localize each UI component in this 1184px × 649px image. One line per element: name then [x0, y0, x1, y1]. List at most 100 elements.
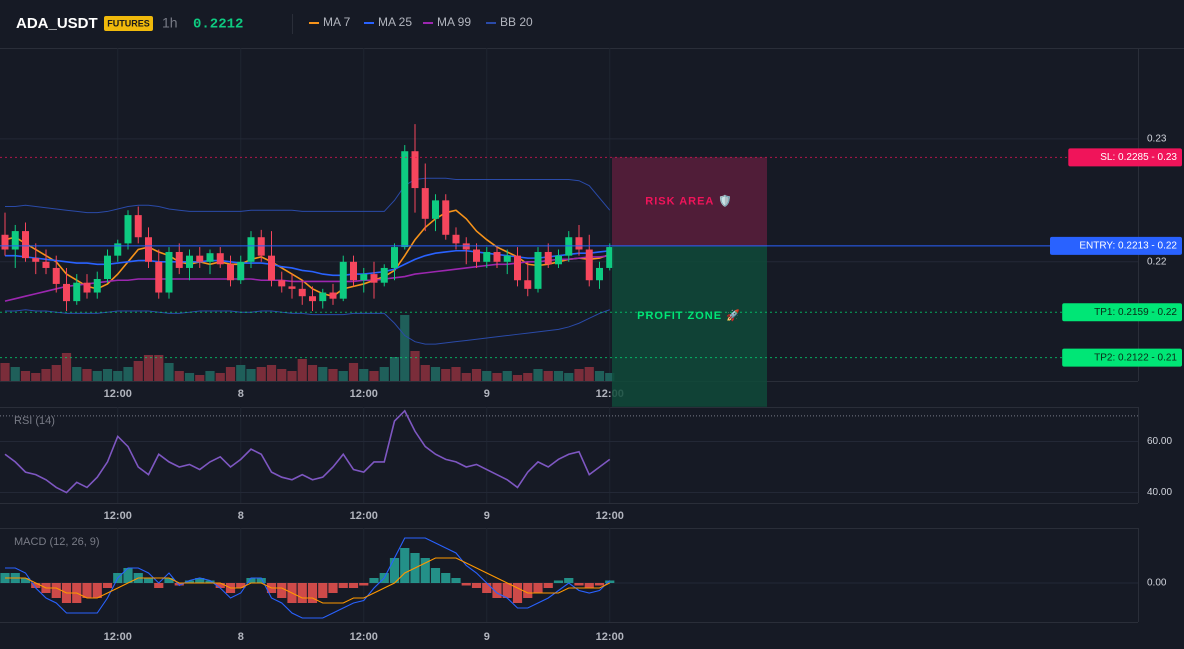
legend-label: MA 99: [437, 15, 471, 29]
candle-body: [421, 188, 429, 219]
volume-bar: [164, 363, 174, 381]
level-tag: [1050, 236, 1182, 255]
candle-body: [104, 255, 111, 280]
volume-bar: [287, 371, 297, 381]
histogram-bar: [318, 583, 328, 598]
candle-body: [298, 288, 306, 297]
bollinger-band: [5, 177, 611, 214]
candle-body: [155, 261, 163, 293]
volume-bar: [512, 375, 523, 381]
volume-bar: [266, 365, 277, 381]
volume-bar: [594, 371, 605, 381]
volume-bar: [195, 375, 205, 381]
x-tick-label: 8: [238, 388, 244, 400]
volume-bar: [502, 371, 512, 381]
moving-average: [4, 254, 610, 302]
histogram-bar: [20, 578, 31, 583]
volume-bar: [543, 371, 553, 381]
candle-body: [360, 274, 368, 281]
candle-body: [52, 267, 60, 284]
x-tick-label: 9: [484, 631, 490, 643]
volume-bar: [605, 373, 615, 381]
x-tick-label: 9: [484, 510, 490, 522]
volume-bar: [184, 373, 195, 381]
candle-body: [596, 267, 603, 281]
histogram-bar: [51, 583, 61, 598]
volume-bar: [523, 373, 533, 381]
candle-body: [124, 215, 132, 244]
histogram-bar: [195, 578, 205, 583]
volume-bar: [143, 355, 154, 381]
histogram-bar: [164, 578, 174, 583]
volume-bar: [92, 371, 102, 381]
candle-body: [216, 253, 224, 265]
volume-bar: [154, 355, 164, 381]
candle-body: [227, 264, 234, 281]
candle-body: [432, 200, 439, 219]
candle-body: [186, 255, 193, 268]
candle-body: [401, 151, 409, 248]
histogram-bar: [451, 578, 461, 583]
candle-body: [63, 283, 70, 302]
candle-body: [42, 261, 50, 268]
histogram-bar: [512, 583, 523, 603]
volume-bar: [225, 367, 236, 381]
histogram-bar: [594, 583, 605, 586]
x-tick-label: 12:00: [596, 631, 624, 643]
volume-bar: [379, 367, 389, 381]
histogram-bar: [92, 583, 102, 598]
candle-body: [524, 280, 532, 289]
candle-body: [503, 255, 511, 262]
y-tick-label: 0.00: [1147, 578, 1167, 589]
zone-label: PROFIT ZONE 🚀: [637, 309, 741, 322]
candle-body: [575, 237, 583, 250]
moving-average: [4, 209, 611, 298]
candle-body: [555, 255, 562, 265]
candle-body: [32, 258, 40, 262]
zone-label: RISK AREA 🛡️: [645, 195, 732, 208]
candle-body: [237, 261, 245, 281]
x-tick-label: 12:00: [596, 510, 624, 522]
histogram-bar: [492, 583, 502, 598]
pane-title: MACD (12, 26, 9): [14, 536, 100, 548]
volume-bar: [533, 369, 543, 381]
candle-body: [534, 251, 542, 289]
y-tick-label: 40.00: [1147, 487, 1172, 498]
volume-bar: [82, 369, 92, 381]
volume-bar: [574, 369, 584, 381]
volume-bar: [482, 371, 492, 381]
candle-body: [257, 237, 265, 256]
volume-bar: [328, 369, 338, 381]
volume-bar: [277, 369, 287, 381]
y-tick-label: 0.23: [1147, 134, 1167, 145]
histogram-bar: [277, 583, 287, 598]
x-tick-label: 8: [238, 510, 244, 522]
histogram-bar: [205, 580, 215, 583]
histogram-bar: [184, 580, 195, 583]
y-tick-label: 0.22: [1147, 256, 1167, 267]
rsi-line: [4, 409, 611, 494]
candle-body: [544, 251, 552, 265]
histogram-bar: [297, 583, 307, 603]
volume-bar: [359, 369, 369, 381]
candle-body: [1, 234, 9, 250]
volume-bar: [307, 365, 318, 381]
candle-body: [83, 282, 91, 293]
badge-bg: [104, 16, 153, 31]
histogram-bar: [338, 583, 348, 588]
volume-bar: [174, 371, 184, 381]
volume-bar: [31, 373, 41, 381]
histogram-bar: [584, 583, 594, 588]
x-tick-label: 12:00: [350, 631, 378, 643]
candle-body: [370, 274, 378, 283]
level-label: TP2: 0.2122 - 0.21: [1094, 352, 1177, 363]
volume-bar: [0, 363, 10, 381]
y-tick-label: 60.00: [1147, 436, 1172, 447]
legend-label: MA 25: [378, 15, 412, 29]
volume-bar: [113, 371, 123, 381]
volume-bar: [430, 367, 441, 381]
histogram-bar: [82, 583, 92, 598]
candle-body: [288, 286, 296, 289]
volume-bar: [461, 373, 471, 381]
